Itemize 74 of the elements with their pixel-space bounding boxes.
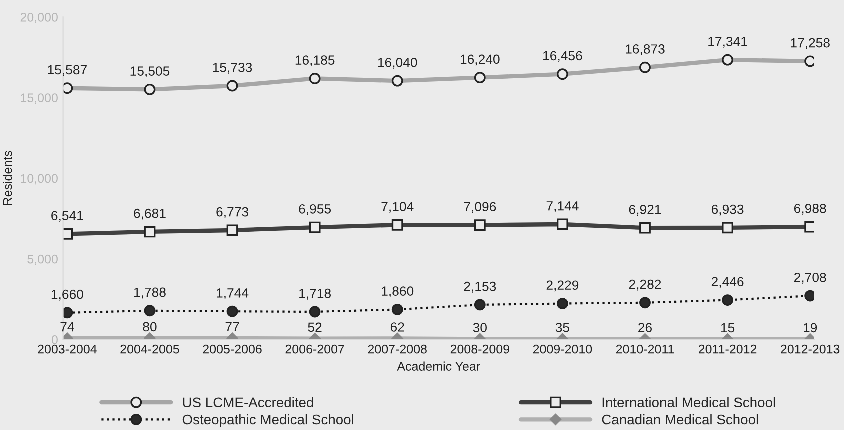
data-label: 6,933: [712, 204, 744, 216]
point: [63, 228, 74, 240]
x-tick-label: 2006-2007: [286, 344, 344, 354]
legend-label: International Medical School: [602, 397, 776, 408]
point: [640, 297, 651, 309]
point: [63, 307, 74, 319]
point: [392, 304, 404, 316]
data-label: 1,860: [382, 286, 414, 298]
x-tick-label: 2010-2011: [616, 344, 674, 354]
data-label: 17,341: [708, 37, 748, 48]
data-label: 2,708: [794, 272, 826, 284]
data-label: 6,681: [134, 208, 166, 220]
x-axis-title: Academic Year: [397, 362, 480, 371]
data-label: 15,505: [130, 66, 170, 78]
x-tick-label: 2004-2005: [120, 344, 180, 354]
data-label: 2,153: [464, 282, 496, 293]
x-tick-label: 2011-2012: [698, 344, 757, 354]
point: [309, 306, 321, 318]
data-label: 26: [638, 323, 652, 333]
data-label: 2,282: [629, 280, 662, 291]
data-label: 1,660: [52, 290, 84, 301]
data-label: 15,587: [48, 65, 87, 76]
data-label: 52: [308, 322, 322, 332]
x-tick-label: 2003-2004: [38, 344, 97, 354]
data-label: 2,229: [546, 280, 579, 292]
data-label: 74: [60, 322, 74, 332]
data-label: 62: [390, 322, 404, 332]
point: [144, 305, 156, 317]
point: [226, 224, 238, 236]
data-label: 16,873: [626, 44, 665, 56]
data-label: 16,456: [544, 51, 582, 62]
data-label: 6,921: [629, 205, 662, 216]
data-label: 6,988: [794, 204, 826, 215]
data-label: 77: [226, 322, 240, 332]
data-label: 19: [804, 323, 818, 333]
point: [474, 220, 486, 231]
data-label: 2,446: [712, 277, 744, 288]
legend-label: US LCME-Accredited: [183, 397, 314, 408]
point: [722, 294, 734, 306]
point: [474, 299, 486, 311]
x-tick-label: 2012-2013: [781, 344, 840, 354]
data-label: 6,955: [299, 204, 332, 216]
x-tick-label: 2005-2006: [203, 344, 262, 354]
data-label: 7,144: [546, 202, 579, 212]
point: [144, 226, 156, 238]
point: [640, 222, 651, 234]
point: [309, 222, 321, 234]
point: [226, 306, 238, 318]
data-label: 7,104: [382, 202, 414, 213]
point: [392, 219, 404, 231]
data-label: 16,240: [460, 54, 500, 66]
data-label: 15: [721, 323, 735, 333]
data-label: 16,040: [378, 58, 418, 69]
data-label: 80: [143, 322, 157, 332]
x-tick-label: 2008-2009: [450, 344, 510, 354]
x-tick-label: 2009-2010: [533, 344, 592, 354]
data-label: 30: [473, 323, 487, 332]
data-label: 6,773: [216, 207, 248, 218]
data-label: 16,185: [296, 56, 335, 67]
data-label: 6,541: [52, 211, 84, 222]
point: [722, 222, 734, 234]
x-tick-label: 2007-2008: [368, 344, 427, 354]
legend-label: Osteopathic Medical School: [182, 414, 354, 428]
data-label: 1,718: [300, 288, 331, 300]
point: [557, 298, 568, 310]
data-label: 1,788: [134, 288, 166, 299]
data-label: 17,258: [791, 38, 830, 50]
data-label: 1,744: [217, 288, 249, 300]
data-label: 35: [556, 323, 570, 332]
data-label: 15,733: [213, 62, 252, 74]
y-axis-title: Residents: [3, 151, 12, 206]
data-label: 7,096: [464, 202, 496, 214]
legend-label: Canadian Medical School: [602, 414, 758, 425]
point: [557, 218, 568, 230]
